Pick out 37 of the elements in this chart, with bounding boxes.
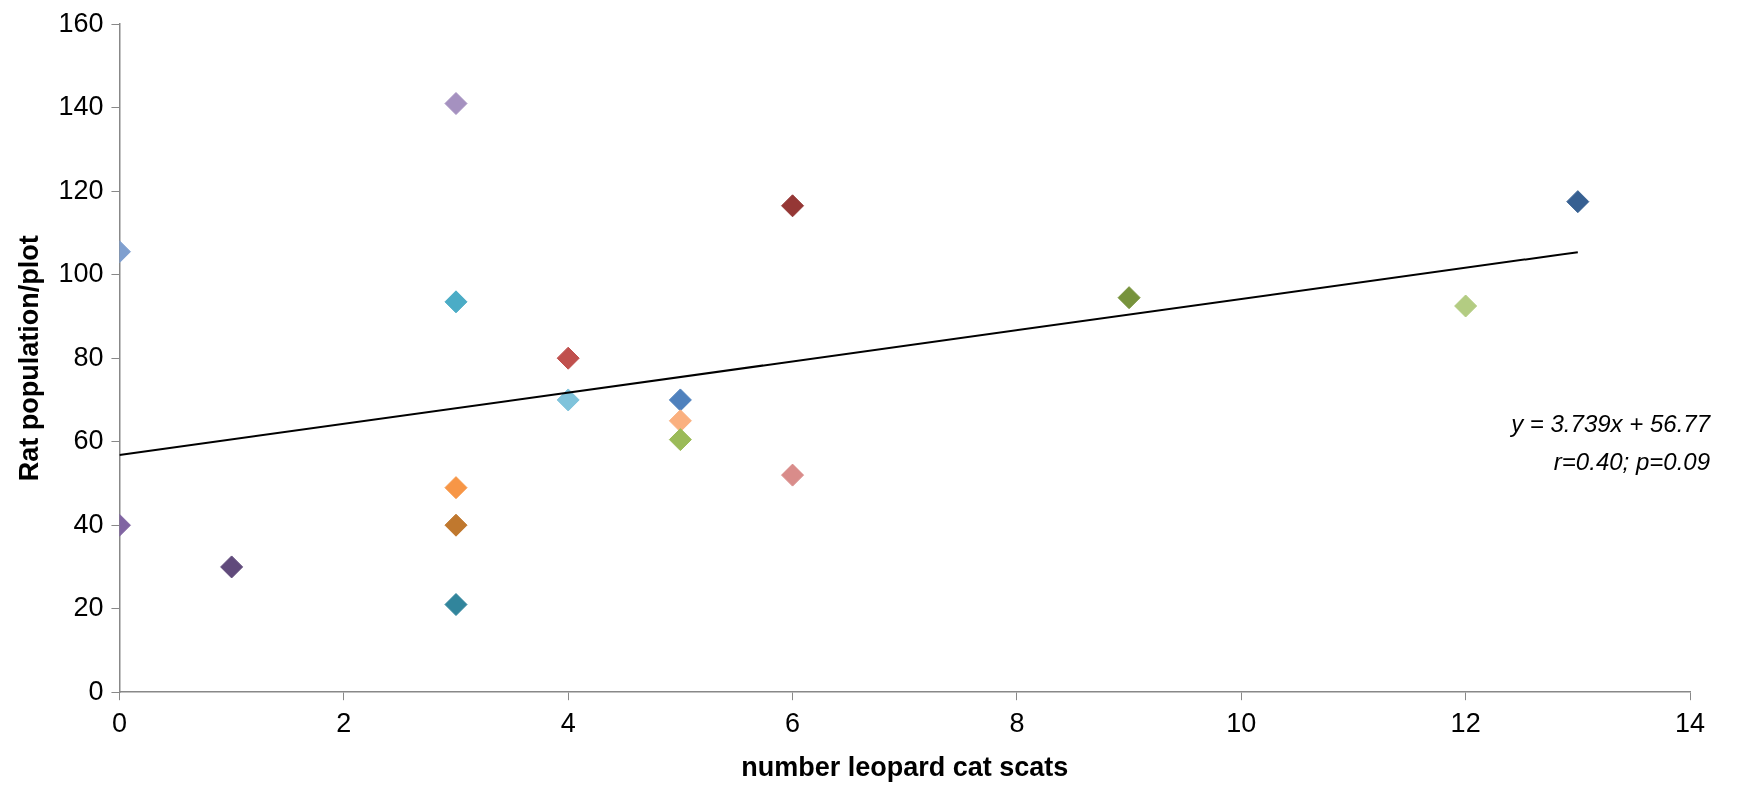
point bbox=[668, 409, 692, 433]
y-axis-title: Rat population/plot bbox=[13, 235, 44, 482]
x-tick-label: 4 bbox=[560, 707, 576, 738]
point bbox=[556, 346, 580, 370]
x-tick-label: 14 bbox=[1674, 707, 1706, 738]
y-tick-label: 0 bbox=[88, 675, 104, 706]
point bbox=[220, 555, 244, 579]
x-tick-label: 12 bbox=[1450, 707, 1481, 738]
x-tick-label: 0 bbox=[111, 707, 127, 738]
point bbox=[1454, 294, 1478, 318]
point bbox=[668, 428, 692, 452]
y-tick-label: 140 bbox=[58, 91, 104, 122]
y-tick-label: 60 bbox=[73, 425, 104, 456]
point bbox=[444, 513, 468, 537]
x-axis-title: number leopard cat scats bbox=[741, 752, 1069, 783]
x-tick-label: 8 bbox=[1009, 707, 1025, 738]
y-tick-label: 120 bbox=[58, 174, 104, 205]
x-tick-label: 10 bbox=[1226, 707, 1257, 738]
point bbox=[444, 92, 468, 116]
point bbox=[444, 593, 468, 617]
point bbox=[1117, 286, 1141, 310]
point bbox=[444, 476, 468, 500]
x-tick-label: 6 bbox=[785, 707, 801, 738]
point bbox=[781, 194, 805, 218]
point bbox=[556, 388, 580, 412]
point bbox=[668, 388, 692, 412]
y-tick-label: 40 bbox=[73, 508, 104, 539]
y-tick-label: 80 bbox=[73, 341, 104, 372]
point bbox=[781, 463, 805, 487]
point bbox=[1566, 190, 1590, 214]
y-tick-label: 20 bbox=[73, 592, 104, 623]
annotation: y = 3.739x + 56.77 bbox=[1509, 409, 1712, 437]
y-tick-label: 160 bbox=[58, 7, 104, 38]
y-tick-label: 100 bbox=[58, 258, 104, 289]
x-tick-label: 2 bbox=[336, 707, 352, 738]
annotation: r=0.40; p=0.09 bbox=[1553, 447, 1710, 475]
point bbox=[444, 290, 468, 314]
